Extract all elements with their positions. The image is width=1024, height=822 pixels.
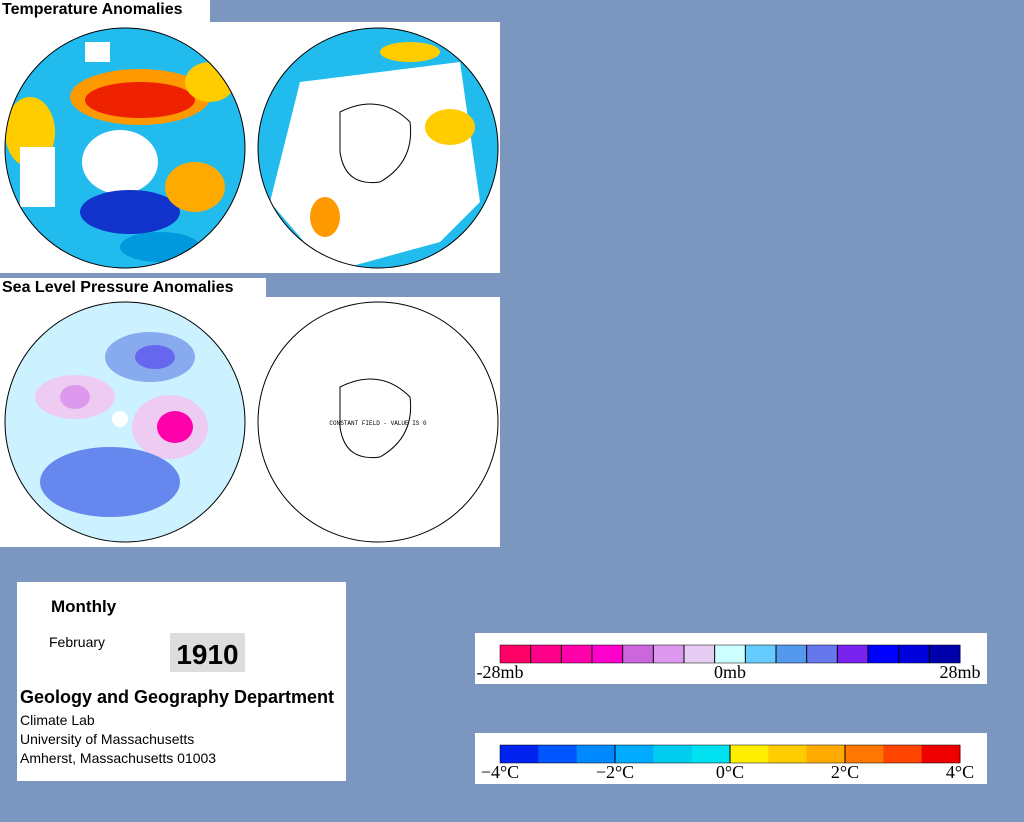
color-swatch: [691, 745, 731, 763]
color-swatch: [806, 645, 838, 663]
colorbar-label: 4°C: [946, 762, 974, 782]
color-swatch: [921, 745, 961, 763]
color-swatch: [845, 745, 884, 763]
color-swatch: [929, 645, 961, 663]
color-swatch: [714, 645, 746, 663]
color-swatch: [653, 745, 693, 763]
constant-field-note: CONSTANT FIELD - VALUE IS 0: [329, 420, 427, 427]
pressure-colorbar: -28mb 0mb 28mb: [475, 633, 987, 684]
color-swatch: [538, 745, 578, 763]
color-swatch: [883, 745, 923, 763]
colorbar-label: −2°C: [596, 762, 634, 782]
department: Geology and Geography Department: [20, 687, 335, 707]
color-swatch: [806, 745, 846, 763]
color-swatch: [561, 645, 593, 663]
heading: Monthly: [51, 597, 117, 616]
color-swatch: [530, 645, 562, 663]
color-swatch: [745, 645, 777, 663]
info-box: Monthly February 1910 Geology and Geogra…: [17, 582, 346, 781]
color-swatch: [500, 645, 532, 663]
color-swatch: [684, 645, 716, 663]
address: Climate Lab University of Massachusetts Am…: [20, 711, 216, 768]
colorbar-label: −4°C: [481, 762, 519, 782]
address-line: University of Massachusetts: [20, 731, 195, 747]
color-swatch: [622, 645, 654, 663]
color-swatch: [837, 645, 869, 663]
colorbar-label: 2°C: [831, 762, 859, 782]
bar-outline: [499, 744, 961, 764]
pressure-maps: CONSTANT FIELD - VALUE IS 0: [0, 297, 500, 547]
colorbar-label: 0°C: [716, 762, 744, 782]
color-swatch: [898, 645, 930, 663]
bar-outline: [499, 644, 961, 664]
colorbar-label: -28mb: [477, 662, 524, 682]
temperature-title: Temperature Anomalies: [0, 0, 210, 22]
month: February: [49, 634, 106, 650]
color-swatch: [653, 645, 685, 663]
address-line: Amherst, Massachusetts 01003: [20, 750, 217, 766]
color-swatch: [500, 745, 539, 763]
pressure-title: Sea Level Pressure Anomalies: [0, 278, 266, 298]
color-swatch: [730, 745, 769, 763]
color-swatch: [768, 745, 808, 763]
temperature-maps: [0, 22, 500, 273]
color-swatch: [592, 645, 624, 663]
temperature-colorbar: −4°C −2°C 0°C 2°C 4°C: [475, 733, 987, 784]
colorbar-label: 28mb: [939, 662, 980, 682]
color-swatch: [868, 645, 900, 663]
color-swatch: [615, 745, 654, 763]
year: 1910: [170, 633, 245, 672]
colorbar-label: 0mb: [714, 662, 746, 682]
color-swatch: [576, 745, 616, 763]
color-swatch: [776, 645, 808, 663]
address-line: Climate Lab: [20, 712, 95, 728]
